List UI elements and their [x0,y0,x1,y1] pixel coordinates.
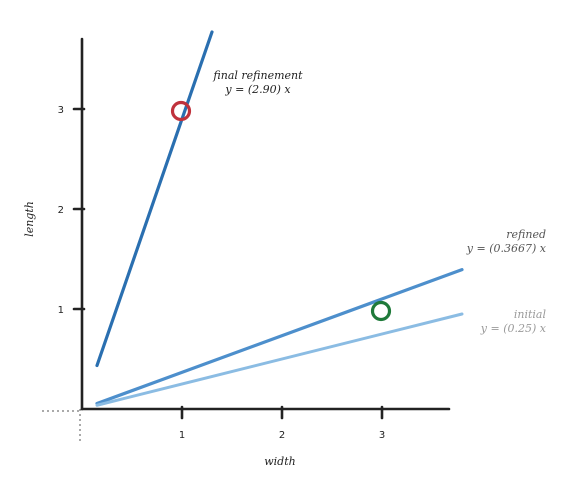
series-line-initial [95,312,464,407]
axes: 1 2 3 1 2 3 [42,37,451,441]
data-points [170,100,392,322]
series-equation-refined: y = (0.3667) x [466,242,547,255]
point-marker-2 [370,300,392,322]
point-marker-1 [170,100,192,122]
x-tick-label-2: 2 [279,430,285,441]
series-label-final-refinement: final refinement [212,69,303,82]
x-tick-label-1: 1 [179,430,185,441]
y-tick-label-2: 2 [58,205,64,216]
series-line-final-refinement [95,30,214,368]
x-tick-label-3: 3 [379,430,385,441]
y-axis-title: length [23,201,36,237]
series-label-refined: refined [506,228,546,241]
series-equation-initial: y = (0.25) x [480,322,547,335]
series-equation-final-refinement: y = (2.90) x [224,83,291,96]
y-tick-label-1: 1 [58,305,64,316]
x-axis-title: width [264,455,295,468]
series-line-refined [95,268,464,406]
y-tick-label-3: 3 [58,105,64,116]
series-label-initial: initial [514,308,547,321]
series-lines [95,30,464,407]
